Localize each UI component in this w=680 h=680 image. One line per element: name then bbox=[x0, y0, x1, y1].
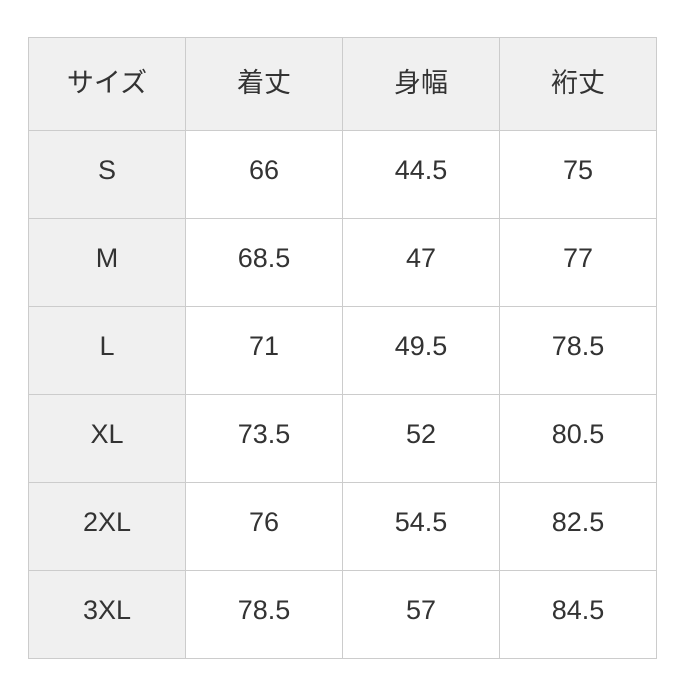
table-cell-sleeve-length: 78.5 bbox=[499, 306, 657, 395]
table-cell-body-width: 54.5 bbox=[342, 482, 500, 571]
row-header-size: XL bbox=[28, 394, 186, 483]
col-header-sleeve-length: 裄丈 bbox=[499, 37, 657, 131]
col-header-body-width: 身幅 bbox=[342, 37, 500, 131]
col-header-body-length: 着丈 bbox=[185, 37, 343, 131]
table-cell-body-length: 66 bbox=[185, 130, 343, 219]
table-cell-body-width: 49.5 bbox=[342, 306, 500, 395]
table-cell-sleeve-length: 80.5 bbox=[499, 394, 657, 483]
row-header-size: 2XL bbox=[28, 482, 186, 571]
table-row-m: M 68.5 47 77 bbox=[28, 218, 657, 307]
size-chart-table: サイズ 着丈 身幅 裄丈 S 66 44.5 75 M 68.5 47 77 L… bbox=[28, 37, 657, 659]
table-cell-sleeve-length: 77 bbox=[499, 218, 657, 307]
table-cell-body-length: 78.5 bbox=[185, 570, 343, 659]
table-row-2xl: 2XL 76 54.5 82.5 bbox=[28, 482, 657, 571]
table-cell-sleeve-length: 82.5 bbox=[499, 482, 657, 571]
table-row-3xl: 3XL 78.5 57 84.5 bbox=[28, 570, 657, 659]
table-cell-sleeve-length: 75 bbox=[499, 130, 657, 219]
row-header-size: S bbox=[28, 130, 186, 219]
table-cell-body-width: 44.5 bbox=[342, 130, 500, 219]
col-header-size: サイズ bbox=[28, 37, 186, 131]
table-cell-body-width: 57 bbox=[342, 570, 500, 659]
table-cell-body-length: 73.5 bbox=[185, 394, 343, 483]
header-row: サイズ 着丈 身幅 裄丈 bbox=[28, 37, 657, 131]
table-cell-body-width: 52 bbox=[342, 394, 500, 483]
table-cell-body-length: 68.5 bbox=[185, 218, 343, 307]
table-row-s: S 66 44.5 75 bbox=[28, 130, 657, 219]
row-header-size: M bbox=[28, 218, 186, 307]
table-cell-body-length: 76 bbox=[185, 482, 343, 571]
row-header-size: 3XL bbox=[28, 570, 186, 659]
table-row-l: L 71 49.5 78.5 bbox=[28, 306, 657, 395]
table-cell-body-width: 47 bbox=[342, 218, 500, 307]
table-cell-body-length: 71 bbox=[185, 306, 343, 395]
table-row-xl: XL 73.5 52 80.5 bbox=[28, 394, 657, 483]
table-cell-sleeve-length: 84.5 bbox=[499, 570, 657, 659]
row-header-size: L bbox=[28, 306, 186, 395]
